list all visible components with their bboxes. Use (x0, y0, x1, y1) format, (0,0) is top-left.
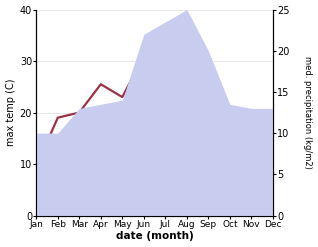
X-axis label: date (month): date (month) (116, 231, 193, 242)
Y-axis label: max temp (C): max temp (C) (5, 79, 16, 146)
Y-axis label: med. precipitation (kg/m2): med. precipitation (kg/m2) (303, 56, 313, 169)
